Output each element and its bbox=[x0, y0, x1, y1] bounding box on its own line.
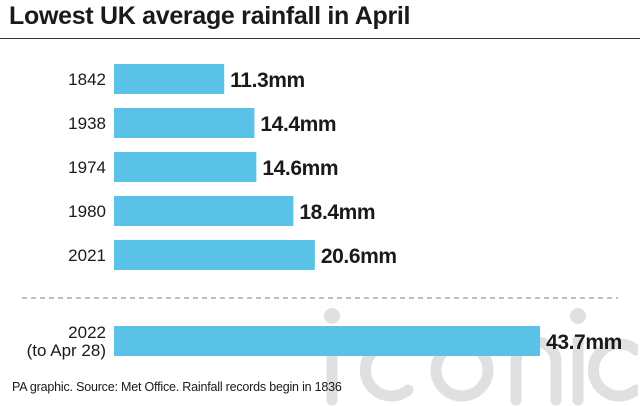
value-label-3: 18.4mm bbox=[299, 201, 375, 224]
category-label-5-line-0: 2022 bbox=[68, 323, 106, 342]
source-note: PA graphic. Source: Met Office. Rainfall… bbox=[12, 380, 342, 394]
category-label-3: 1980 bbox=[68, 202, 106, 221]
category-label-4: 2021 bbox=[68, 246, 106, 265]
value-label-4: 20.6mm bbox=[321, 245, 397, 268]
bar-1 bbox=[114, 108, 255, 138]
title-divider bbox=[0, 38, 640, 39]
bar-2 bbox=[114, 152, 257, 182]
value-label-0: 11.3mm bbox=[230, 69, 305, 92]
category-label-1: 1938 bbox=[68, 114, 106, 133]
category-label-2: 1974 bbox=[68, 158, 106, 177]
bar-4 bbox=[114, 240, 315, 270]
bar-0 bbox=[114, 64, 225, 94]
value-label-1: 14.4mm bbox=[260, 113, 336, 136]
bar-3 bbox=[114, 196, 294, 226]
chart-title: Lowest UK average rainfall in April bbox=[9, 2, 411, 30]
bar-5 bbox=[114, 326, 541, 356]
value-label-2: 14.6mm bbox=[262, 157, 338, 180]
value-label-5: 43.7mm bbox=[546, 331, 622, 354]
category-label-5-line-1: (to Apr 28) bbox=[27, 341, 106, 360]
category-label-0: 1842 bbox=[68, 70, 106, 89]
